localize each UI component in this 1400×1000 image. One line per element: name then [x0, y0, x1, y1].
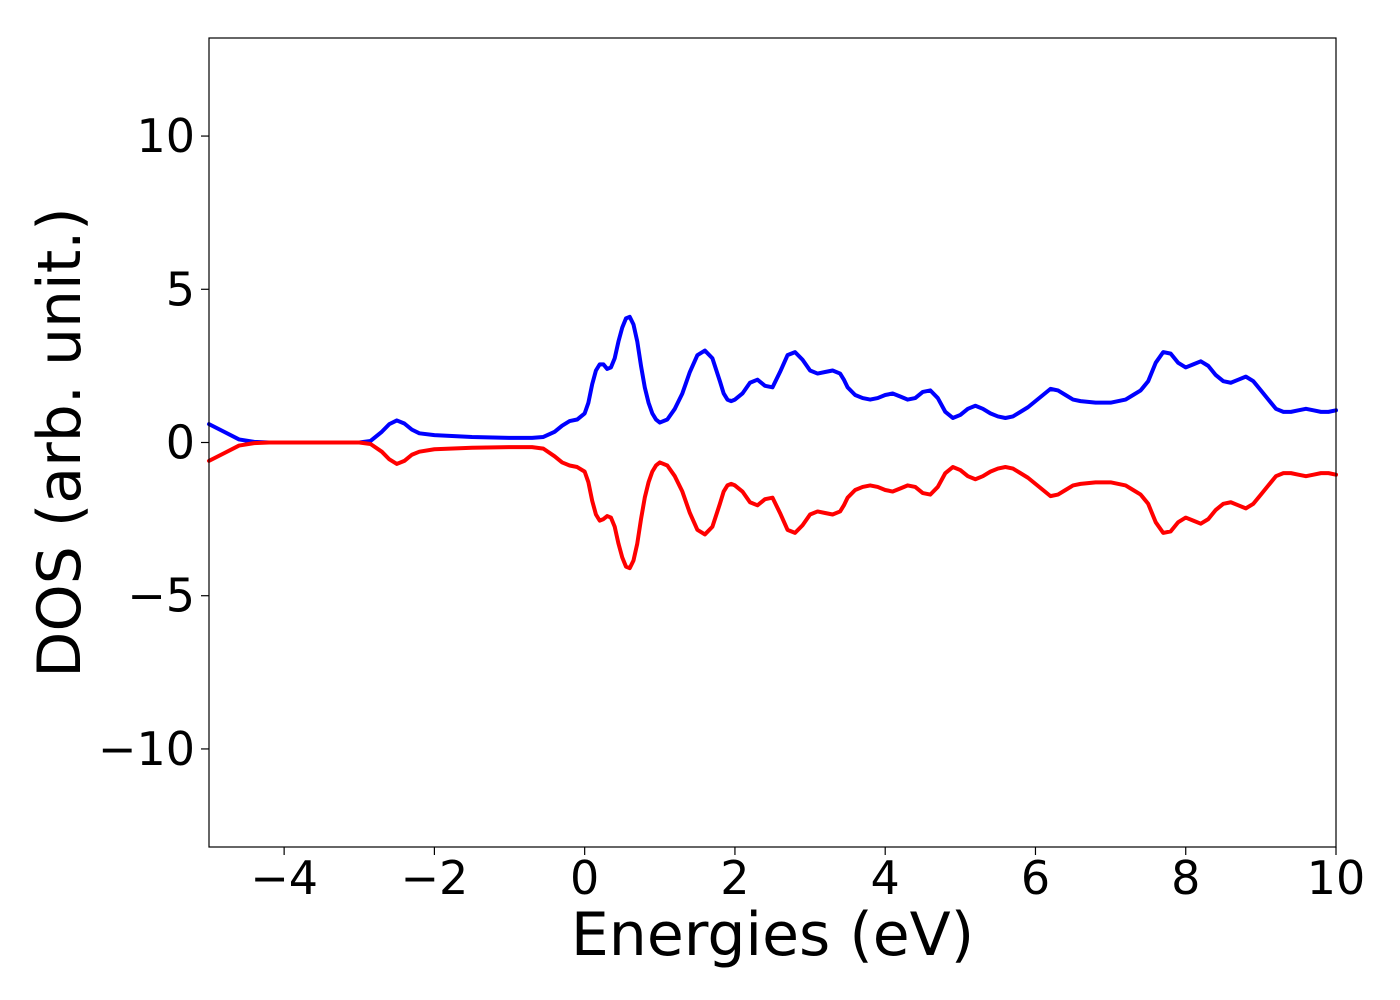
x-tick-label: 10: [1307, 851, 1366, 905]
x-tick-label: −2: [400, 851, 468, 905]
y-tick-label: −10: [98, 722, 195, 776]
x-tick-label: −4: [250, 851, 318, 905]
y-axis-title: DOS (arb. unit.): [25, 207, 95, 677]
x-tick-label: 4: [871, 851, 900, 905]
y-tick-label: 10: [136, 109, 195, 163]
y-tick-label: −5: [127, 569, 195, 623]
y-tick-label: 0: [166, 416, 195, 470]
dos-series-down-line: [207, 440, 1338, 571]
x-tick-label: 8: [1171, 851, 1200, 905]
x-tick-label: 6: [1021, 851, 1050, 905]
x-tick-label: 2: [720, 851, 749, 905]
x-tick-label: 0: [570, 851, 599, 905]
x-axis: −4 −2 0 2 4 6 8 10: [250, 847, 1365, 905]
y-axis: −10 −5 0 5 10: [98, 109, 209, 776]
dos-series-up-line: [207, 314, 1338, 445]
series-layer: [207, 314, 1338, 571]
y-tick-label: 5: [166, 262, 195, 316]
x-axis-title: Energies (eV): [571, 900, 974, 970]
